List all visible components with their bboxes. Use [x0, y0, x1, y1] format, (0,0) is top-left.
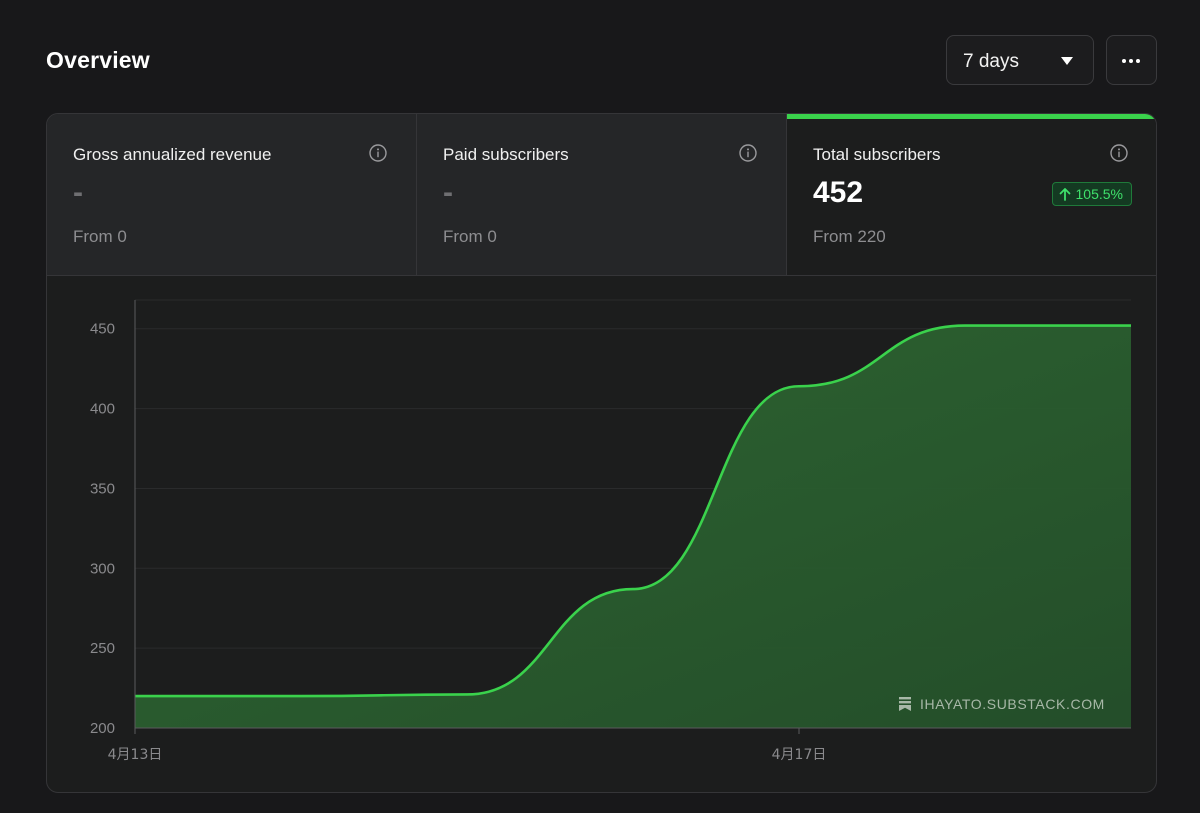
metric-tab-total-subscribers[interactable]: Total subscribers 452 105.5% From 220: [787, 114, 1156, 275]
info-icon[interactable]: [1110, 144, 1128, 162]
info-icon[interactable]: [369, 144, 387, 162]
metric-label: Paid subscribers: [443, 145, 569, 164]
y-tick-label: 200: [90, 720, 115, 737]
caret-down-icon: [1061, 57, 1073, 65]
page-title: Overview: [46, 47, 150, 73]
y-tick-label: 350: [90, 480, 115, 497]
metric-from: From 220: [813, 227, 886, 246]
change-badge: 105.5%: [1051, 182, 1132, 206]
series-line: [135, 324, 1131, 698]
range-select-label: 7 days: [963, 51, 1019, 72]
active-tab-indicator: [787, 114, 1156, 119]
metric-tab-gross-revenue[interactable]: Gross annualized revenue - From 0: [47, 114, 417, 275]
metric-from: From 0: [443, 227, 497, 246]
metric-tabs: Gross annualized revenue - From 0 Paid s…: [47, 114, 1156, 276]
change-value: 105.5%: [1075, 186, 1123, 202]
series-area: [135, 325, 1131, 728]
info-icon[interactable]: [739, 144, 757, 162]
subscribers-chart: 200 250 300 350 400 450 4月13日 4月17日: [90, 299, 1131, 763]
metric-from: From 0: [73, 227, 127, 246]
y-tick-label: 400: [90, 401, 115, 418]
y-tick-label: 450: [90, 321, 115, 338]
metric-label: Gross annualized revenue: [73, 145, 272, 164]
metric-tab-paid-subscribers[interactable]: Paid subscribers - From 0: [417, 114, 787, 275]
metric-value: -: [443, 176, 453, 209]
metric-value: 452: [813, 176, 864, 209]
x-tick-label: 4月17日: [772, 747, 827, 763]
watermark: IHAYATO.SUBSTACK.COM: [899, 696, 1105, 712]
y-tick-label: 300: [90, 560, 115, 577]
more-options-button[interactable]: [1106, 35, 1157, 85]
overview-header: Overview 7 days: [46, 35, 1157, 87]
x-tick-label: 4月13日: [108, 747, 163, 763]
metric-divider: [416, 114, 417, 275]
metric-value: -: [73, 176, 83, 209]
metric-label: Total subscribers: [813, 145, 941, 164]
range-select[interactable]: 7 days: [946, 35, 1094, 85]
y-tick-label: 250: [90, 640, 115, 657]
overview-card: Gross annualized revenue - From 0 Paid s…: [46, 113, 1157, 793]
bookmark-icon: [899, 697, 911, 711]
watermark-text: IHAYATO.SUBSTACK.COM: [920, 696, 1105, 712]
arrow-up-icon: [1059, 188, 1070, 201]
metric-divider: [786, 114, 787, 275]
